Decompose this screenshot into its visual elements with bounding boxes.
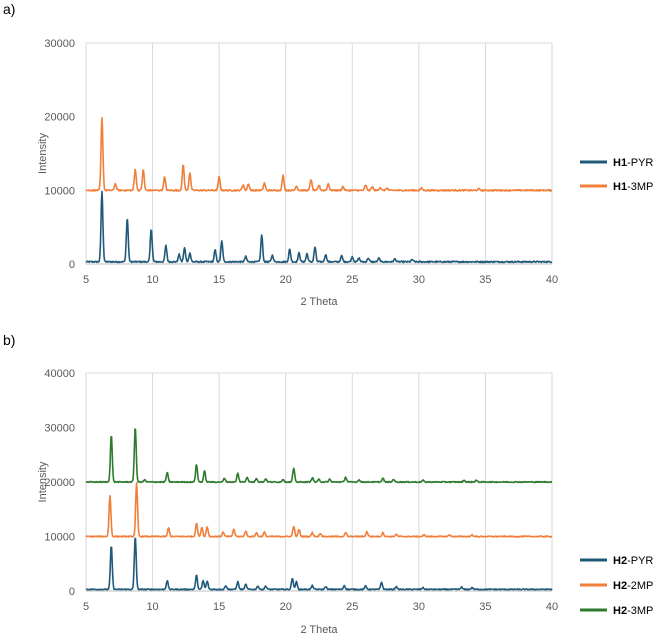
series-line-1 [85,537,553,591]
series-line-1 [85,190,553,264]
x-tick-label: 25 [346,274,358,286]
x-axis-title: 2 Theta [300,624,338,635]
legend-label-rest: -PYR [627,555,653,567]
panel-label: b) [3,332,15,348]
y-tick-label: 20000 [44,477,75,489]
x-tick-label: 15 [213,274,225,286]
legend-item-2: H1-3MP [580,181,653,193]
legend-item-3: H2-3MP [580,605,653,617]
chart-panel-2: b) 5 10 15 20 25 30 35 40 0 10000 20000 30000 40000 2 … [3,332,653,635]
y-tick-label: 0 [69,586,75,598]
legend-item-1: H1-PYR [580,157,653,169]
y-tick-label: 30000 [44,423,75,435]
series-line-3 [85,428,553,484]
y-tick-label: 20000 [44,112,75,124]
x-axis-title: 2 Theta [300,296,338,308]
series-line-2 [85,117,553,192]
y-axis-title: Intensity [37,461,49,502]
x-tick-label: 5 [83,274,89,286]
legend-label: H2-PYR [613,555,653,567]
legend-item-2: H2-2MP [580,580,653,592]
x-tick-label: 15 [213,601,225,613]
legend-item-1: H2-PYR [580,555,653,567]
legend-label-rest: -2MP [627,580,653,592]
legend-label-rest: -3MP [627,181,653,193]
legend-label-bold: H1 [613,181,627,193]
legend-label-rest: -3MP [627,605,653,617]
x-tick-label: 5 [83,601,89,613]
y-tick-label: 10000 [44,532,75,544]
chart-panel-1: a) 5 10 15 20 25 30 35 40 0 10000 20000 30000 2 Theta… [3,1,653,308]
legend-label-bold: H2 [613,605,627,617]
x-tick-label: 30 [413,601,425,613]
panel-label: a) [3,1,15,17]
series-line-2 [85,481,553,538]
x-tick-label: 40 [546,274,558,286]
y-tick-label: 0 [69,259,75,271]
y-tick-label: 40000 [44,368,75,380]
y-tick-label: 10000 [44,185,75,197]
legend-label-bold: H1 [613,157,627,169]
x-tick-label: 35 [479,274,491,286]
x-tick-label: 20 [280,601,292,613]
x-tick-label: 10 [146,274,158,286]
legend-label: H1-3MP [613,181,653,193]
y-tick-label: 30000 [44,38,75,50]
y-axis-title: Intensity [37,133,49,174]
x-tick-label: 30 [413,274,425,286]
x-tick-label: 35 [479,601,491,613]
legend-label: H1-PYR [613,157,653,169]
legend-label-bold: H2 [613,555,627,567]
x-tick-label: 20 [280,274,292,286]
x-tick-label: 40 [546,601,558,613]
x-tick-label: 25 [346,601,358,613]
x-tick-label: 10 [146,601,158,613]
legend-label-bold: H2 [613,580,627,592]
legend-label: H2-3MP [613,605,653,617]
legend-label-rest: -PYR [627,157,653,169]
legend-label: H2-2MP [613,580,653,592]
